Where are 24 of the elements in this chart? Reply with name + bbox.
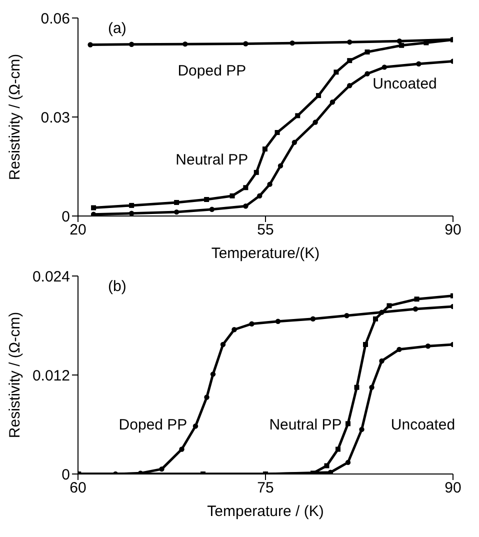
x-axis-title: Temperature/(K) [211, 245, 320, 262]
chart-title: (b) [108, 278, 126, 295]
x-tick-label: 20 [70, 222, 86, 239]
y-tick-label: 0 [62, 466, 70, 484]
series-label: Neutral PP [269, 416, 342, 433]
x-axis-title: Temperature / (K) [207, 503, 324, 520]
y-axis-title: Resistivity / (Ω-cm) [6, 54, 24, 180]
y-tick-label: 0 [62, 208, 70, 226]
series-label: Doped PP [178, 62, 246, 80]
y-tick-label: 0.06 [40, 10, 70, 28]
x-tick-label: 55 [257, 222, 274, 239]
chart-title: (a) [108, 20, 126, 37]
series-label: Doped PP [118, 416, 188, 433]
x-tick-label: 90 [444, 480, 462, 497]
x-tick-label: 60 [70, 480, 86, 497]
y-tick-label: 0.012 [32, 367, 70, 384]
y-tick-label: 0.024 [32, 268, 70, 286]
series-label: Uncoated [390, 416, 456, 433]
x-tick-label: 90 [444, 222, 462, 239]
series-label: Uncoated [372, 76, 437, 92]
x-tick-label: 75 [257, 480, 274, 497]
series-label: Neutral PP [176, 151, 248, 168]
y-axis-title: Resistivity / (Ω-cm) [6, 312, 24, 438]
y-tick-label: 0.03 [40, 109, 70, 126]
